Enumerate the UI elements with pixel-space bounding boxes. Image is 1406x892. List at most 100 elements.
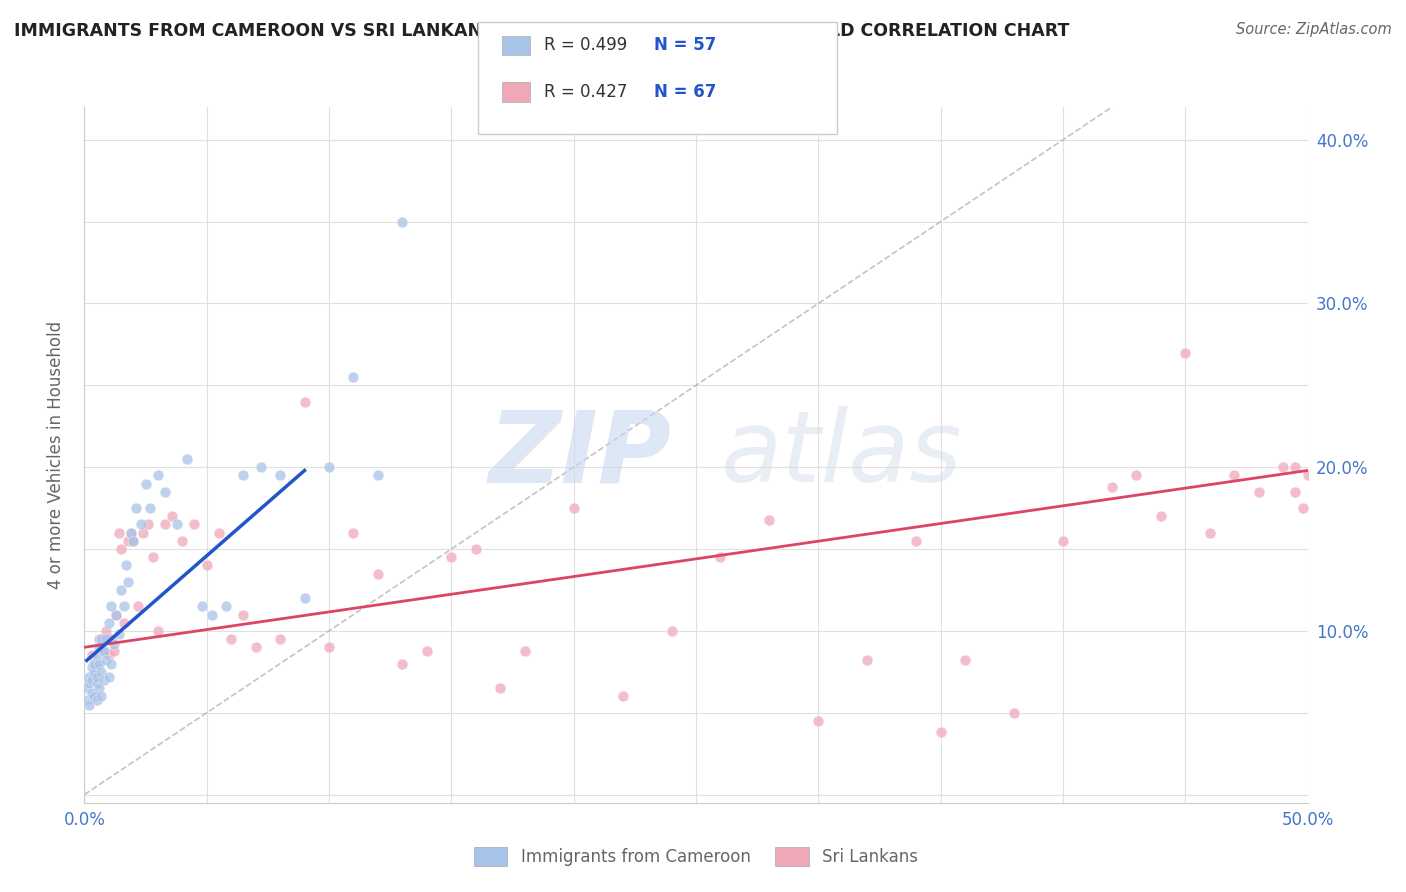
Point	[117, 574, 139, 589]
Point	[76, 681, 98, 696]
Point	[1150, 509, 1173, 524]
Point	[183, 517, 205, 532]
Point	[110, 582, 132, 597]
Point	[110, 542, 132, 557]
Point	[77, 698, 100, 712]
Y-axis label: 4 or more Vehicles in Household: 4 or more Vehicles in Household	[46, 321, 65, 589]
Point	[122, 533, 145, 548]
Point	[953, 653, 976, 667]
Point	[709, 550, 731, 565]
Point	[120, 525, 142, 540]
Point	[1101, 480, 1123, 494]
Text: Source: ZipAtlas.com: Source: ZipAtlas.com	[1236, 22, 1392, 37]
Point	[86, 648, 108, 663]
Point	[1052, 533, 1074, 548]
Point	[1174, 345, 1197, 359]
Point	[97, 615, 120, 630]
Point	[232, 607, 254, 622]
Point	[97, 670, 120, 684]
Point	[129, 517, 152, 532]
Point	[1125, 468, 1147, 483]
Point	[856, 653, 879, 667]
Point	[127, 599, 149, 614]
Point	[122, 533, 145, 548]
Point	[139, 501, 162, 516]
Point	[107, 525, 129, 540]
Point	[90, 665, 112, 679]
Point	[367, 468, 389, 483]
Point	[758, 512, 780, 526]
Point	[153, 517, 176, 532]
Point	[107, 627, 129, 641]
Point	[219, 632, 242, 646]
Point	[232, 468, 254, 483]
Point	[100, 657, 122, 671]
Point	[90, 632, 112, 646]
Point	[105, 607, 128, 622]
Point	[80, 686, 103, 700]
Legend: Immigrants from Cameroon, Sri Lankans: Immigrants from Cameroon, Sri Lankans	[465, 838, 927, 874]
Point	[294, 591, 316, 606]
Point	[146, 468, 169, 483]
Point	[162, 509, 184, 524]
Point	[77, 670, 100, 684]
Point	[132, 525, 155, 540]
Point	[172, 533, 194, 548]
Point	[96, 632, 118, 646]
Point	[115, 558, 138, 573]
Point	[86, 670, 108, 684]
Text: R = 0.499: R = 0.499	[544, 37, 627, 54]
Point	[83, 665, 105, 679]
Point	[142, 550, 165, 565]
Point	[97, 648, 120, 663]
Point	[342, 525, 364, 540]
Point	[489, 681, 512, 696]
Point	[661, 624, 683, 638]
Point	[86, 657, 108, 671]
Point	[1272, 460, 1295, 475]
Point	[929, 725, 952, 739]
Point	[269, 632, 291, 646]
Point	[249, 460, 271, 475]
Point	[87, 632, 110, 646]
Text: ZIP: ZIP	[488, 407, 672, 503]
Point	[87, 681, 110, 696]
Point	[905, 533, 928, 548]
Point	[191, 599, 214, 614]
Point	[513, 643, 536, 657]
Point	[93, 632, 115, 646]
Point	[93, 643, 115, 657]
Point	[112, 615, 135, 630]
Point	[96, 653, 118, 667]
Point	[294, 394, 316, 409]
Point	[125, 501, 148, 516]
Point	[80, 673, 103, 687]
Point	[440, 550, 463, 565]
Point	[318, 460, 340, 475]
Point	[562, 501, 585, 516]
Point	[93, 643, 115, 657]
Point	[391, 214, 413, 228]
Point	[100, 632, 122, 646]
Point	[215, 599, 238, 614]
Point	[96, 624, 118, 638]
Point	[100, 599, 122, 614]
Text: R = 0.427: R = 0.427	[544, 83, 627, 101]
Point	[612, 690, 634, 704]
Point	[1247, 484, 1270, 499]
Point	[1292, 501, 1315, 516]
Point	[105, 607, 128, 622]
Point	[342, 370, 364, 384]
Point	[103, 643, 125, 657]
Point	[103, 637, 125, 651]
Point	[112, 599, 135, 614]
Point	[135, 476, 157, 491]
Point	[269, 468, 291, 483]
Point	[1223, 468, 1246, 483]
Point	[90, 690, 112, 704]
Point	[90, 640, 112, 655]
Point	[83, 690, 105, 704]
Point	[136, 517, 159, 532]
Point	[83, 657, 105, 671]
Point	[87, 657, 110, 671]
